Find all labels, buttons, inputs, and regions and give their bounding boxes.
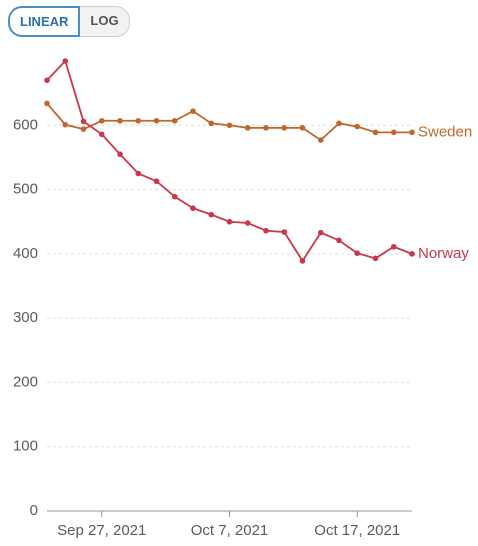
point: [208, 120, 215, 127]
y-tick-label: 400: [13, 245, 38, 262]
y-tick-label: 300: [13, 309, 38, 326]
point: [281, 229, 288, 235]
linear-button[interactable]: LINEAR: [8, 6, 81, 37]
point: [354, 250, 361, 257]
point: [317, 229, 324, 236]
point: [299, 258, 306, 264]
x-tick-label: Oct 17, 2021: [314, 522, 400, 539]
point: [390, 129, 397, 136]
x-tick-label: Oct 7, 2021: [191, 522, 269, 539]
point: [409, 129, 415, 136]
point: [263, 227, 269, 234]
y-tick-label: 600: [13, 116, 38, 133]
y-tick-label: 0: [30, 502, 38, 519]
point: [135, 170, 142, 177]
point: [226, 218, 233, 225]
point: [171, 117, 178, 124]
point: [372, 129, 379, 136]
point: [317, 137, 324, 143]
scale-toggle: LINEAR LOG: [8, 6, 130, 37]
point: [98, 117, 105, 124]
point: [80, 126, 87, 132]
series-label: Sweden: [418, 123, 472, 140]
point: [44, 100, 50, 107]
point: [336, 120, 342, 127]
log-button[interactable]: LOG: [80, 6, 130, 37]
point: [281, 125, 288, 131]
point: [299, 125, 306, 131]
point: [135, 117, 142, 124]
point: [390, 243, 397, 250]
y-tick-label: 500: [13, 181, 38, 198]
y-tick-label: 100: [13, 438, 38, 455]
y-tick-label: 200: [13, 373, 38, 390]
point: [190, 108, 196, 114]
series-line: [46, 59, 413, 263]
point: [336, 237, 342, 244]
series-label: Norway: [418, 245, 469, 262]
point: [244, 220, 251, 226]
point: [117, 117, 123, 124]
point: [208, 211, 215, 218]
point: [190, 205, 196, 212]
point: [372, 255, 379, 262]
point: [62, 121, 69, 128]
point: [98, 131, 105, 138]
point: [409, 251, 415, 257]
point: [44, 77, 50, 84]
point: [171, 193, 178, 200]
point: [80, 118, 87, 125]
series-line: [46, 102, 412, 142]
point: [263, 125, 269, 131]
point: [62, 58, 69, 64]
point: [226, 122, 233, 129]
point: [153, 117, 160, 124]
point: [354, 123, 361, 130]
x-tick-label: Sep 27, 2021: [57, 522, 146, 539]
point: [117, 151, 123, 158]
point: [153, 178, 160, 185]
point: [244, 125, 251, 131]
